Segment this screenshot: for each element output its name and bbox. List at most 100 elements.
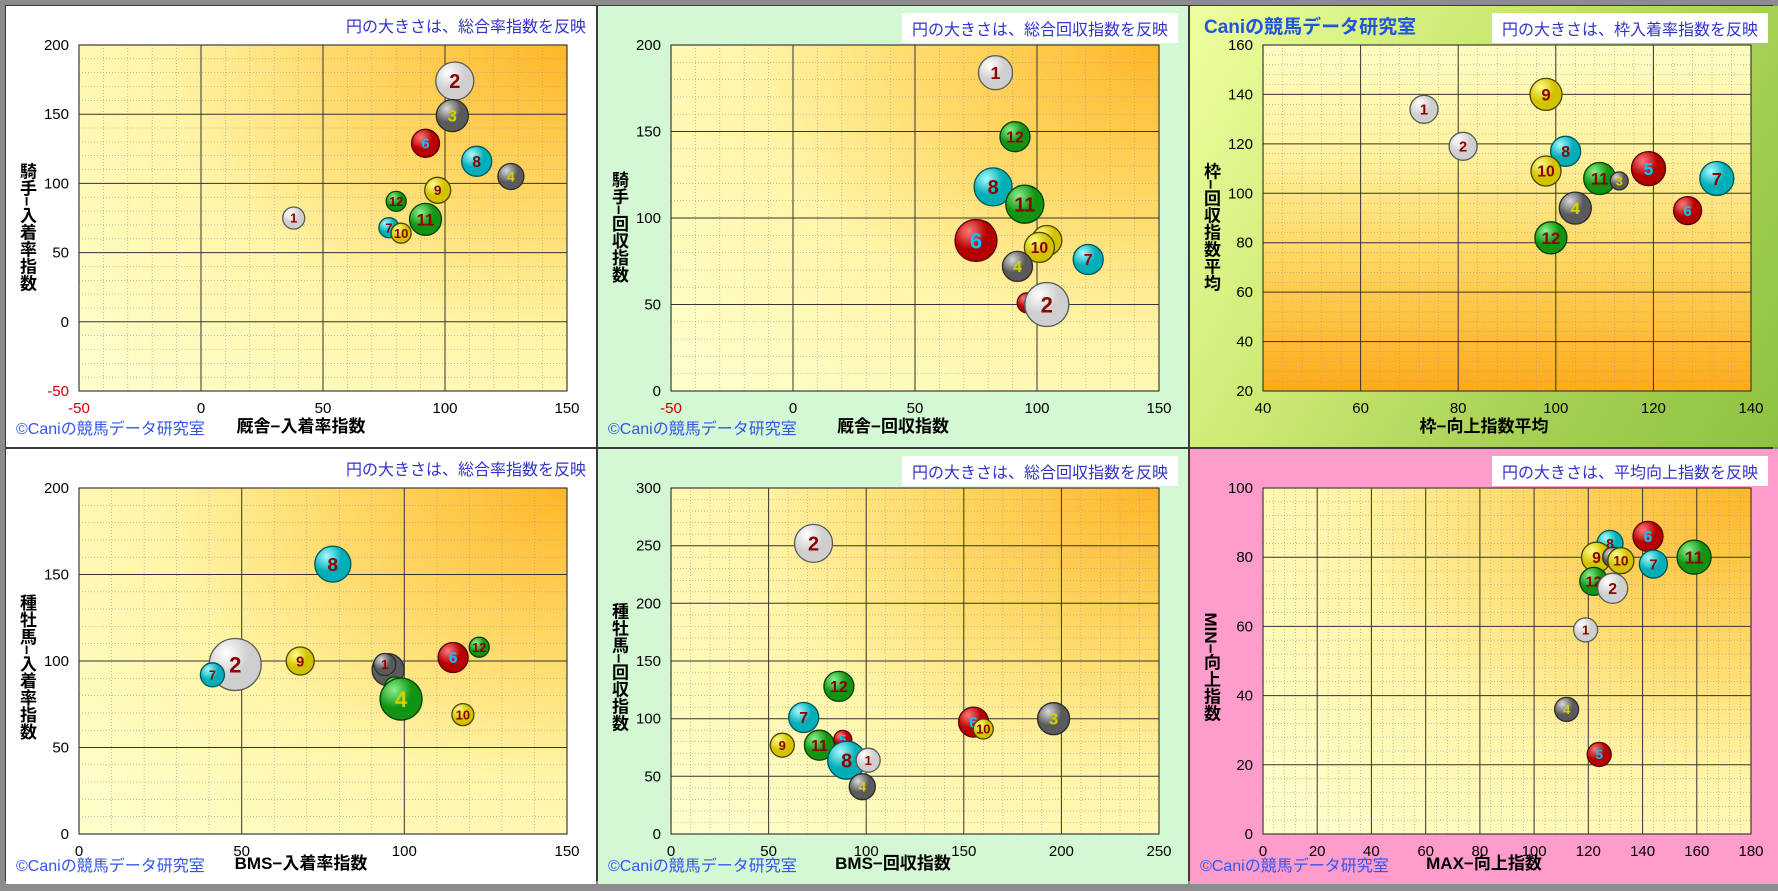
svg-text:3: 3	[1049, 710, 1058, 729]
svg-text:150: 150	[44, 106, 69, 123]
svg-text:150: 150	[951, 843, 976, 860]
svg-text:4: 4	[507, 169, 515, 184]
svg-text:250: 250	[1146, 843, 1171, 860]
svg-text:100: 100	[44, 653, 69, 670]
svg-text:7: 7	[209, 668, 216, 683]
svg-text:12: 12	[389, 194, 403, 209]
svg-text:0: 0	[653, 383, 661, 400]
svg-text:120: 120	[1641, 400, 1666, 417]
svg-text:1: 1	[381, 657, 388, 672]
svg-text:40: 40	[1255, 400, 1272, 417]
svg-text:180: 180	[1738, 843, 1763, 860]
svg-text:12: 12	[830, 679, 848, 696]
svg-text:150: 150	[44, 567, 69, 584]
svg-text:6: 6	[970, 228, 982, 253]
svg-text:1: 1	[991, 63, 1001, 83]
svg-text:80: 80	[1236, 549, 1253, 566]
svg-text:140: 140	[1228, 86, 1253, 103]
svg-text:100: 100	[1228, 480, 1253, 497]
svg-text:7: 7	[1649, 557, 1657, 573]
svg-text:2: 2	[1041, 292, 1053, 317]
svg-text:3: 3	[448, 107, 457, 126]
svg-text:11: 11	[1685, 548, 1704, 568]
svg-text:9: 9	[1592, 550, 1601, 567]
svg-text:40: 40	[1236, 688, 1253, 705]
svg-text:100: 100	[1228, 185, 1253, 202]
svg-text:60: 60	[1352, 400, 1369, 417]
svg-text:100: 100	[1024, 400, 1049, 417]
svg-text:12: 12	[1006, 129, 1024, 146]
svg-text:100: 100	[392, 843, 417, 860]
svg-text:100: 100	[636, 210, 661, 227]
svg-text:150: 150	[554, 843, 579, 860]
svg-text:6: 6	[449, 650, 458, 667]
svg-text:0: 0	[61, 826, 69, 843]
svg-text:120: 120	[1228, 136, 1253, 153]
svg-text:50: 50	[644, 297, 661, 314]
svg-text:20: 20	[1236, 383, 1253, 400]
svg-text:10: 10	[1031, 240, 1049, 257]
svg-text:11: 11	[417, 210, 435, 229]
svg-text:2: 2	[808, 534, 819, 556]
svg-text:8: 8	[841, 750, 852, 772]
svg-text:12: 12	[472, 640, 486, 655]
svg-text:10: 10	[394, 226, 408, 241]
svg-text:50: 50	[52, 245, 69, 262]
svg-text:200: 200	[1049, 843, 1074, 860]
svg-text:160: 160	[1228, 37, 1253, 54]
svg-text:80: 80	[1236, 235, 1253, 252]
svg-text:0: 0	[653, 826, 661, 843]
svg-text:10: 10	[1613, 554, 1629, 569]
svg-text:2: 2	[449, 71, 460, 93]
svg-text:7: 7	[799, 710, 808, 727]
svg-text:9: 9	[1541, 86, 1550, 105]
svg-text:140: 140	[1630, 843, 1655, 860]
svg-text:20: 20	[1236, 757, 1253, 774]
svg-text:6: 6	[1684, 204, 1692, 220]
svg-text:100: 100	[432, 400, 457, 417]
svg-text:9: 9	[434, 183, 442, 198]
svg-text:3: 3	[1616, 174, 1623, 189]
svg-text:1: 1	[1582, 623, 1589, 638]
svg-text:10: 10	[976, 722, 990, 737]
svg-text:1: 1	[1420, 103, 1428, 119]
svg-text:11: 11	[1014, 194, 1035, 216]
svg-text:4: 4	[395, 687, 408, 712]
svg-text:5: 5	[1596, 747, 1603, 762]
svg-text:8: 8	[472, 154, 481, 171]
svg-text:8: 8	[988, 177, 999, 199]
svg-text:0: 0	[61, 314, 69, 331]
svg-text:160: 160	[1684, 843, 1709, 860]
svg-text:2: 2	[229, 652, 241, 677]
svg-text:11: 11	[811, 738, 828, 755]
svg-text:12: 12	[1542, 229, 1561, 248]
svg-text:7: 7	[1084, 252, 1093, 269]
svg-text:100: 100	[636, 711, 661, 728]
svg-text:50: 50	[644, 768, 661, 785]
svg-text:6: 6	[1644, 529, 1653, 546]
svg-text:0: 0	[1245, 826, 1253, 843]
svg-text:150: 150	[636, 653, 661, 670]
svg-text:8: 8	[328, 555, 339, 576]
svg-text:200: 200	[636, 595, 661, 612]
svg-text:-50: -50	[47, 383, 69, 400]
svg-text:150: 150	[636, 124, 661, 141]
svg-text:10: 10	[1537, 164, 1555, 181]
svg-text:9: 9	[779, 738, 786, 753]
svg-text:10: 10	[456, 707, 470, 722]
svg-text:200: 200	[44, 37, 69, 54]
svg-text:300: 300	[636, 480, 661, 497]
svg-text:100: 100	[44, 175, 69, 192]
svg-text:150: 150	[554, 400, 579, 417]
svg-text:50: 50	[52, 740, 69, 757]
svg-text:250: 250	[636, 538, 661, 555]
svg-text:140: 140	[1738, 400, 1763, 417]
svg-text:1: 1	[290, 211, 297, 226]
svg-text:60: 60	[1236, 618, 1253, 635]
svg-text:8: 8	[1561, 144, 1570, 161]
svg-text:7: 7	[1712, 169, 1722, 189]
svg-text:200: 200	[636, 37, 661, 54]
svg-text:4: 4	[858, 780, 866, 795]
svg-text:4: 4	[1563, 702, 1571, 717]
svg-text:200: 200	[44, 480, 69, 497]
